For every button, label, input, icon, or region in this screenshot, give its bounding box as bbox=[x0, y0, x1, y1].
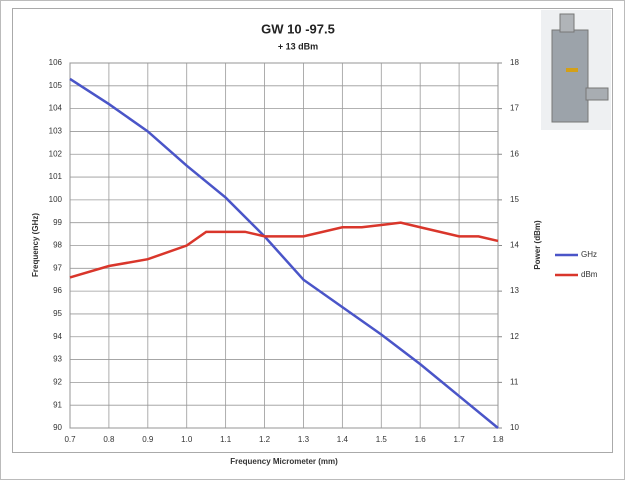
y-tick-label: 94 bbox=[53, 332, 62, 341]
data-line bbox=[69, 221, 499, 279]
y-tick-label: 96 bbox=[53, 286, 62, 295]
y-tick-label: 92 bbox=[53, 377, 62, 386]
y2-tick-label: 10 bbox=[510, 423, 519, 432]
legend-label: GHz bbox=[581, 250, 597, 259]
y-tick-label: 90 bbox=[53, 423, 62, 432]
x-tick-label: 1.7 bbox=[454, 435, 466, 444]
y2-tick-label: 18 bbox=[510, 58, 519, 67]
x-tick-label: 1.0 bbox=[181, 435, 193, 444]
x-tick-label: 1.1 bbox=[220, 435, 232, 444]
x-tick-label: 1.8 bbox=[492, 435, 504, 444]
y-tick-label: 101 bbox=[49, 172, 63, 181]
y-tick-label: 95 bbox=[53, 309, 62, 318]
y-tick-label: 105 bbox=[49, 81, 63, 90]
y-tick-label: 99 bbox=[53, 218, 62, 227]
chart-subtitle: + 13 dBm bbox=[278, 41, 318, 51]
legend-label: dBm bbox=[581, 270, 598, 279]
y-tick-label: 104 bbox=[49, 104, 63, 113]
x-axis-label: Frequency Micrometer (mm) bbox=[230, 457, 338, 466]
y2-axis-label: Power (dBm) bbox=[533, 220, 542, 270]
y2-tick-label: 11 bbox=[510, 377, 519, 386]
y2-tick-label: 17 bbox=[510, 104, 519, 113]
y2-tick-label: 15 bbox=[510, 195, 519, 204]
y-axis-label: Frequency (GHz) bbox=[31, 213, 40, 277]
y-tick-label: 98 bbox=[53, 241, 62, 250]
x-tick-label: 1.2 bbox=[259, 435, 271, 444]
device-photo bbox=[541, 10, 611, 130]
y2-tick-label: 14 bbox=[510, 241, 519, 250]
x-tick-label: 1.6 bbox=[415, 435, 427, 444]
y-tick-label: 97 bbox=[53, 263, 62, 272]
x-tick-label: 1.4 bbox=[337, 435, 349, 444]
x-tick-label: 0.8 bbox=[103, 435, 115, 444]
x-tick-label: 0.9 bbox=[142, 435, 154, 444]
y-tick-label: 103 bbox=[49, 127, 63, 136]
y2-tick-label: 12 bbox=[510, 332, 519, 341]
device-label bbox=[566, 68, 578, 72]
x-tick-label: 1.5 bbox=[376, 435, 388, 444]
y2-tick-label: 13 bbox=[510, 286, 519, 295]
y-tick-label: 106 bbox=[49, 58, 63, 67]
chart-title: GW 10 -97.5 bbox=[261, 21, 335, 36]
y2-tick-label: 16 bbox=[510, 149, 519, 158]
device-top bbox=[559, 13, 575, 33]
device-body bbox=[551, 29, 589, 123]
data-line bbox=[69, 77, 499, 429]
y-tick-label: 102 bbox=[49, 149, 63, 158]
y-tick-label: 100 bbox=[49, 195, 63, 204]
device-port bbox=[585, 87, 609, 101]
y-tick-label: 93 bbox=[53, 355, 62, 364]
x-tick-label: 0.7 bbox=[64, 435, 76, 444]
y-tick-label: 91 bbox=[53, 400, 62, 409]
x-tick-label: 1.3 bbox=[298, 435, 310, 444]
